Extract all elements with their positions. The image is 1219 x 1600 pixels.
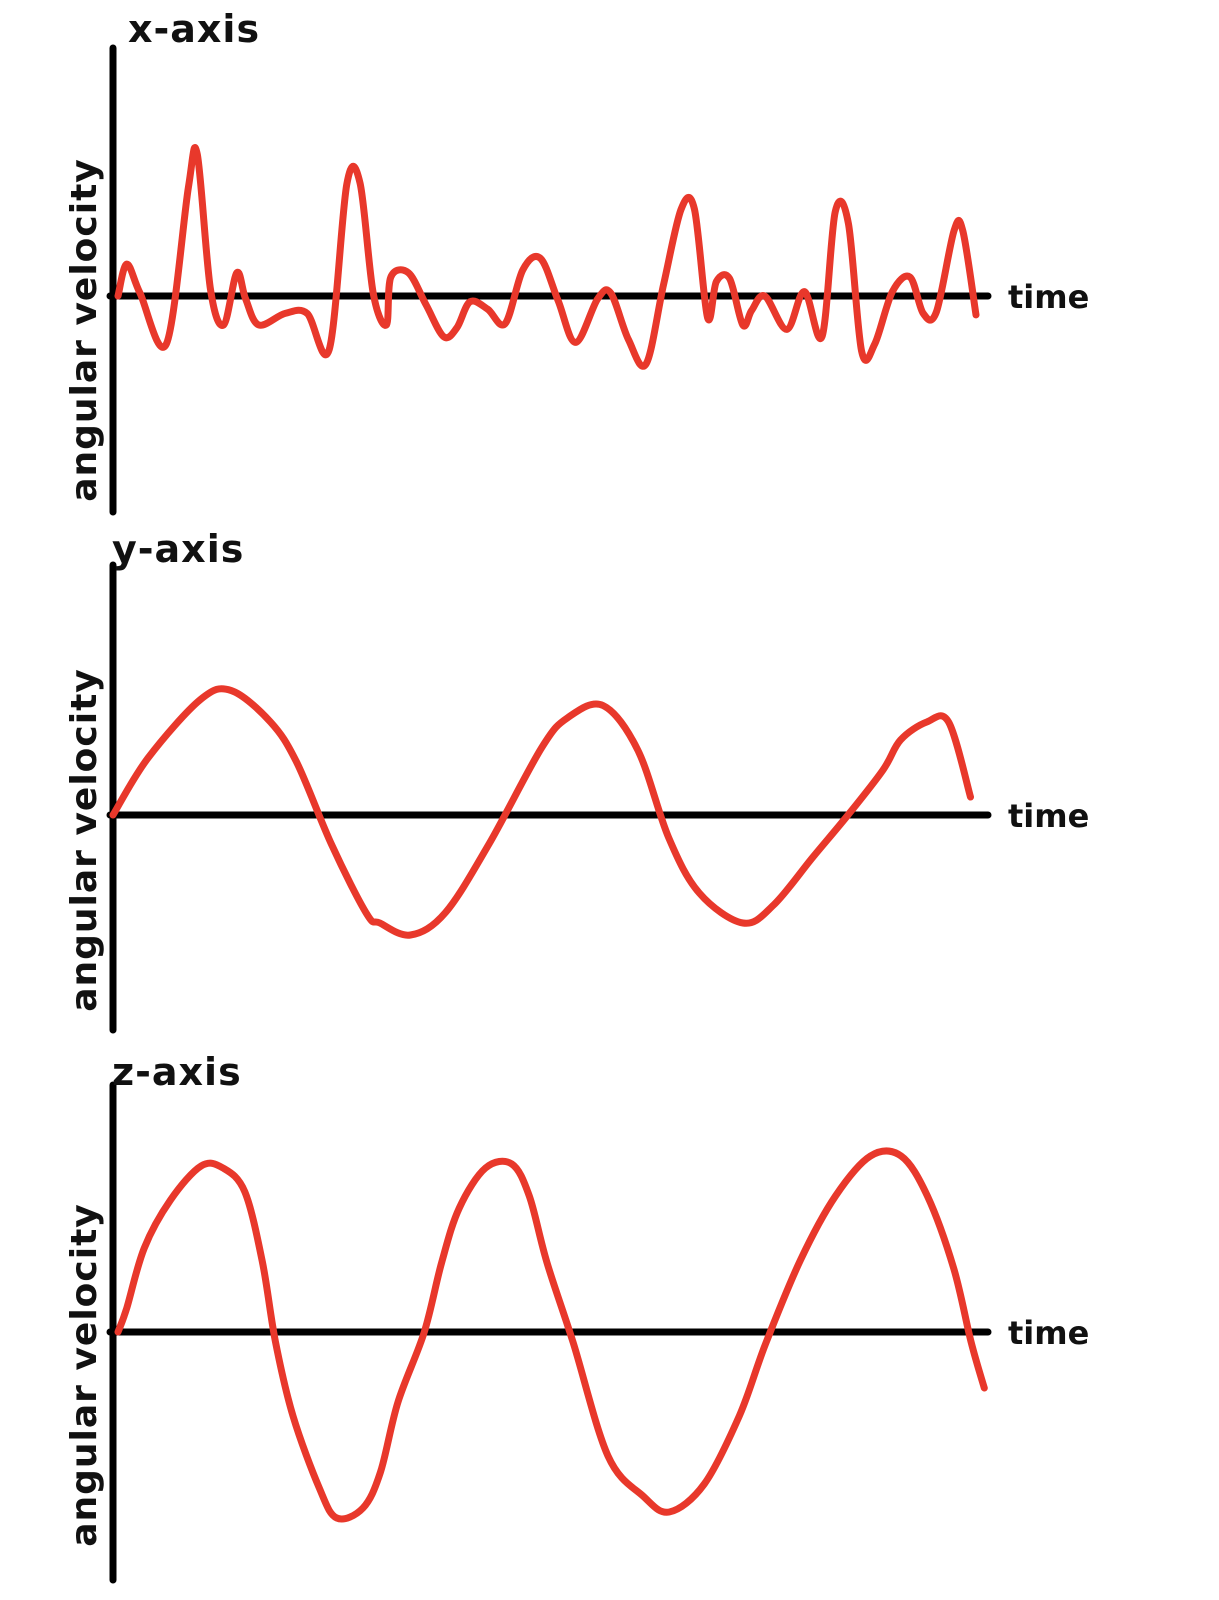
series-line (109, 685, 974, 939)
panel-y-axis: y-axis time angular velocity (64, 527, 1089, 1034)
series-line (114, 1147, 988, 1523)
x-axis-label: time (1008, 1314, 1089, 1352)
chart-title: z-axis (112, 1050, 242, 1094)
panel-x-axis: x-axis time angular velocity (64, 7, 1089, 516)
panel-z-axis: z-axis time angular velocity (64, 1050, 1089, 1584)
chart-title: y-axis (112, 527, 244, 571)
x-axis-label: time (1008, 278, 1089, 316)
y-axis-label: angular velocity (64, 668, 105, 1012)
chart-title: x-axis (128, 7, 260, 51)
series-line (114, 144, 980, 370)
x-axis-label: time (1008, 797, 1089, 835)
y-axis-label: angular velocity (64, 158, 105, 502)
y-axis-label: angular velocity (64, 1203, 105, 1547)
